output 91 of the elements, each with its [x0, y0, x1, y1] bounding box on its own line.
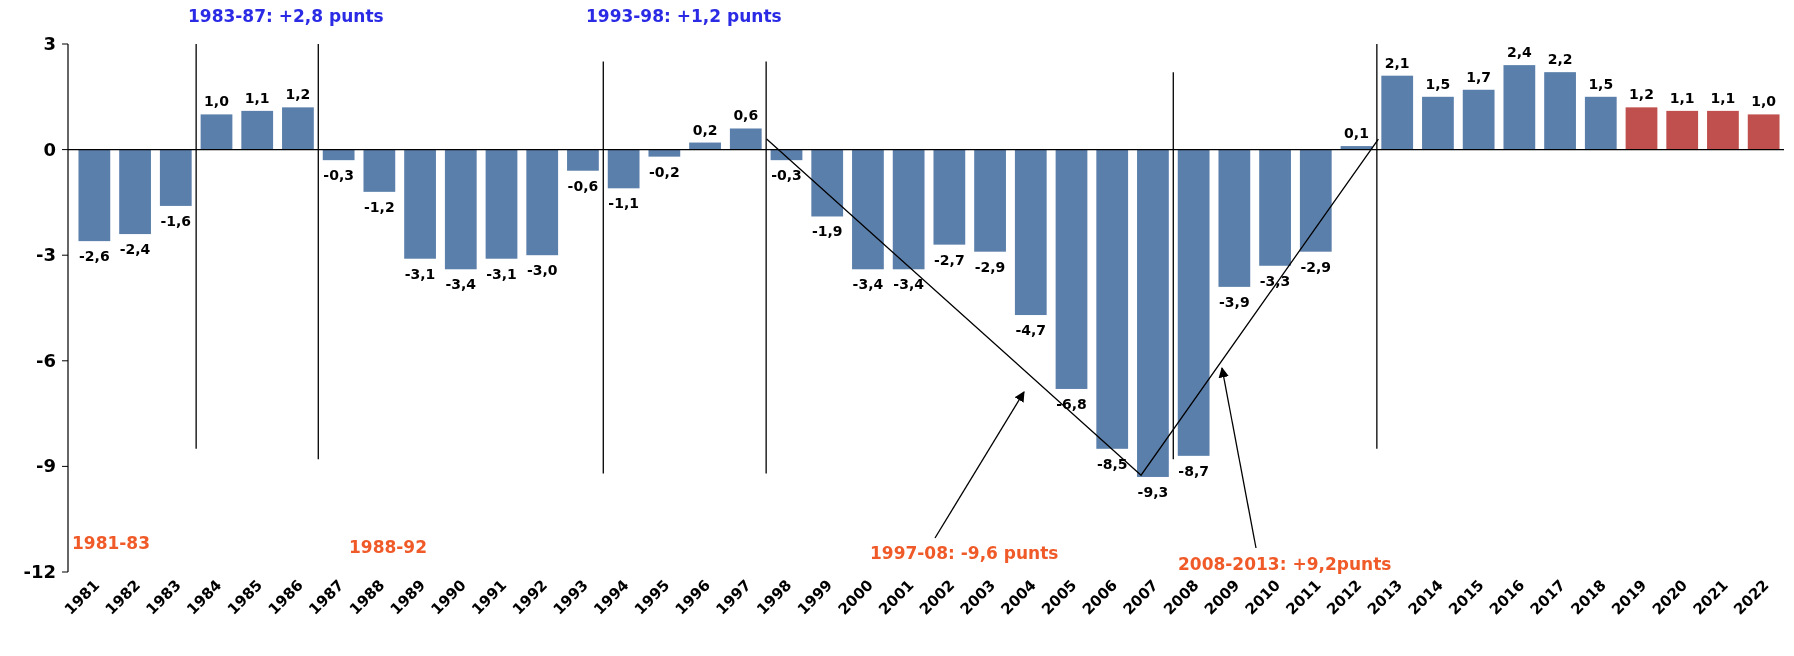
bar	[852, 149, 884, 270]
bar	[1544, 72, 1576, 150]
data-label: 0,6	[733, 107, 759, 124]
text: 1983-87: +2,8 punts	[188, 6, 384, 26]
annotation: 1988-92	[349, 537, 428, 557]
y-tick-label: 0	[43, 138, 56, 160]
data-label: -0,3	[323, 167, 354, 184]
data-label: -2,7	[934, 251, 965, 268]
data-label: 2,2	[1547, 51, 1573, 68]
bar	[567, 149, 599, 171]
data-label: 0,1	[1344, 125, 1369, 142]
bar	[1584, 96, 1617, 150]
bar	[974, 149, 1006, 252]
bar	[1218, 149, 1251, 287]
data-label: -2,9	[974, 258, 1006, 275]
data-label: -1,1	[608, 195, 639, 212]
bar	[1137, 149, 1169, 477]
bar	[1177, 149, 1210, 456]
data-label: -1,2	[364, 198, 395, 215]
data-label: -4,7	[1015, 322, 1047, 339]
data-label: 2,4	[1506, 44, 1533, 61]
data-label: 0,2	[692, 121, 718, 138]
annotation: 1997-08: -9,6 punts	[870, 543, 1059, 563]
data-label: -3,1	[486, 265, 517, 282]
bar	[1503, 65, 1536, 150]
annotation: 2008-2013: +9,2punts	[1178, 554, 1392, 574]
data-label: -2,6	[79, 248, 110, 265]
data-label: -3,4	[852, 276, 884, 293]
data-label: -9,3	[1137, 483, 1169, 500]
bar	[241, 110, 274, 150]
bar	[363, 149, 396, 192]
bar	[1055, 149, 1088, 389]
data-label: 1,5	[1588, 75, 1614, 92]
data-label: -0,3	[771, 167, 802, 184]
data-label: 1,0	[1751, 93, 1777, 110]
bar	[1259, 149, 1291, 266]
bar	[282, 107, 314, 150]
data-label: -8,5	[1096, 455, 1128, 472]
y-tick-label: -6	[36, 349, 56, 371]
text: 1993-98: +1,2 punts	[586, 6, 782, 26]
data-label: 1,1	[1669, 89, 1695, 106]
data-label: 1,1	[1710, 89, 1736, 106]
bar	[200, 114, 233, 150]
bar	[119, 149, 151, 235]
data-label: -2,4	[119, 241, 151, 258]
bar	[729, 128, 762, 150]
data-label: 1,0	[204, 93, 230, 110]
bar	[892, 149, 925, 270]
bar	[1625, 107, 1658, 150]
y-tick-label: -12	[23, 561, 56, 582]
bar	[607, 149, 640, 189]
bar	[1462, 89, 1495, 150]
bar	[1014, 149, 1047, 316]
y-tick-label: 3	[43, 33, 56, 54]
data-label: 1,1	[244, 89, 270, 106]
data-label: -8,7	[1178, 462, 1209, 479]
data-label: 1,2	[285, 86, 311, 103]
bar	[1747, 114, 1780, 150]
bar	[1096, 149, 1129, 449]
data-label: -0,2	[649, 163, 680, 180]
data-label: 1,5	[1425, 75, 1451, 92]
data-label: -3,4	[893, 276, 925, 293]
bar	[404, 149, 436, 259]
bar	[1381, 75, 1414, 150]
bar	[1666, 110, 1699, 150]
bar	[1299, 149, 1332, 252]
bar	[322, 149, 355, 161]
data-label: -0,6	[567, 177, 599, 194]
bar	[811, 149, 844, 217]
bar	[648, 149, 681, 157]
data-label: -3,0	[526, 262, 558, 279]
bar	[933, 149, 966, 245]
data-label: 2,1	[1384, 54, 1410, 71]
data-label: -1,9	[811, 223, 843, 240]
annotation: 1981-83	[72, 533, 151, 553]
y-tick-label: -9	[36, 455, 56, 477]
y-tick-label: -3	[36, 244, 56, 266]
bar	[485, 149, 518, 259]
bar	[444, 149, 477, 270]
bar	[526, 149, 559, 256]
data-label: 1,2	[1629, 86, 1654, 103]
data-label: -1,6	[160, 212, 192, 229]
bar	[1707, 110, 1739, 150]
data-label: -3,1	[404, 265, 436, 282]
bar	[78, 149, 111, 242]
bar	[159, 149, 192, 206]
bar	[1422, 96, 1454, 150]
data-label: -2,9	[1300, 258, 1332, 275]
data-label: 1,7	[1466, 68, 1492, 85]
data-label: -3,4	[445, 276, 477, 293]
data-label: -3,9	[1219, 293, 1250, 310]
